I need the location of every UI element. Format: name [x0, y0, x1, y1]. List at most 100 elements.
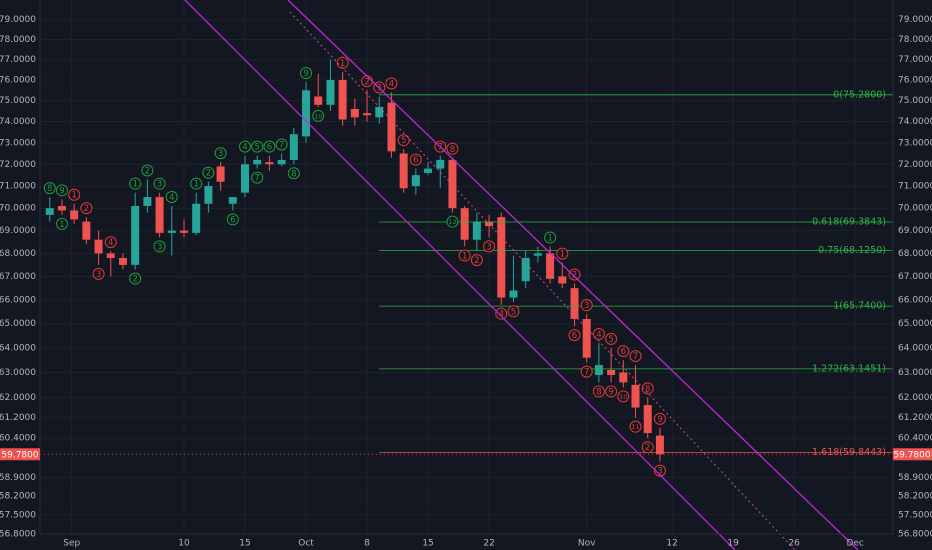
count-label: 4 [108, 238, 113, 248]
count-badge [153, 177, 166, 190]
candle-body [70, 210, 79, 220]
count-label: 3 [657, 467, 662, 477]
count-badge [336, 56, 349, 69]
candle-body [460, 208, 469, 240]
y-tick-label-right: 64.0000 [898, 343, 932, 353]
y-tick-label-right: 77.0000 [898, 55, 932, 65]
y-tick-label-right: 67.0000 [898, 272, 932, 282]
count-badge [165, 190, 178, 203]
count-badge [251, 140, 264, 153]
candle-body [411, 175, 420, 187]
candle-body [241, 164, 250, 193]
y-tick-label: 76.0000 [0, 75, 36, 85]
candle-body [558, 276, 567, 284]
count-badge [141, 164, 154, 177]
count-label: 1 [71, 191, 76, 201]
candle-body [509, 290, 518, 298]
candle-body [643, 404, 652, 434]
count-badge [446, 215, 459, 228]
candle-body [118, 257, 127, 265]
candle-body [277, 159, 286, 165]
y-tick-label-right: 58.2000 [898, 492, 932, 502]
count-badge [629, 420, 642, 433]
x-tick-label: Oct [298, 539, 314, 549]
candle-body [155, 197, 164, 233]
count-badge [495, 307, 508, 320]
count-badge [397, 134, 410, 147]
count-label: 7 [279, 140, 284, 150]
y-tick-label: 60.4000 [0, 434, 36, 444]
count-badge [190, 177, 203, 190]
count-badge [55, 184, 68, 197]
count-label: 1 [547, 234, 552, 244]
count-label: 5 [608, 335, 613, 345]
fib-label: 1(65.7400) [833, 301, 886, 312]
count-badge [617, 390, 630, 403]
count-badge [568, 329, 581, 342]
candle-body [399, 153, 408, 189]
candle-body [497, 217, 506, 298]
y-tick-label: 66.0000 [0, 295, 36, 305]
x-tick-label: 12 [666, 539, 677, 549]
candle-body [436, 159, 445, 169]
count-label: 2 [145, 167, 150, 177]
count-label: 4 [169, 193, 174, 203]
count-badge [470, 254, 483, 267]
count-badge [507, 305, 520, 318]
count-label: 2 [474, 256, 479, 266]
count-label: 3 [157, 242, 162, 252]
y-tick-label-right: 60.4000 [898, 434, 932, 444]
count-badge [653, 412, 666, 425]
count-label: 8 [47, 184, 52, 194]
y-tick-label: 68.0000 [0, 249, 36, 259]
y-tick-label-right: 72.0000 [898, 160, 932, 170]
count-badge [629, 350, 642, 363]
count-badge [544, 231, 557, 244]
count-badge [605, 385, 618, 398]
count-badge [458, 249, 471, 262]
y-tick-label-right: 57.5000 [898, 510, 932, 520]
x-tick-label: Sep [63, 539, 80, 549]
x-tick-label: Dec [846, 539, 863, 549]
count-badge [43, 182, 56, 195]
count-badge [580, 365, 593, 378]
count-label: 8 [596, 387, 601, 397]
candle-body [424, 168, 433, 173]
candle-body [350, 108, 359, 118]
y-tick-label: 78.0000 [0, 35, 36, 45]
y-tick-label-right: 74.0000 [898, 117, 932, 127]
count-label: 3 [584, 301, 589, 311]
count-badge [153, 240, 166, 253]
y-tick-label: 62.0000 [0, 393, 36, 403]
y-tick-label: 67.0000 [0, 272, 36, 282]
count-label: 4 [242, 143, 247, 153]
y-tick-label: 71.0000 [0, 182, 36, 192]
count-label: 5 [401, 136, 406, 146]
y-tick-label-right: 63.0000 [898, 368, 932, 378]
fib-label: 0.618(69.3843) [812, 216, 886, 227]
count-label: 5 [255, 143, 260, 153]
count-label: 2 [645, 443, 650, 453]
y-tick-label: 77.0000 [0, 55, 36, 65]
candle-body [45, 208, 54, 215]
y-tick-label: 79.0000 [0, 15, 36, 25]
channel-lower [184, 0, 736, 550]
count-badge [275, 138, 288, 151]
count-label: 10 [619, 393, 627, 401]
count-badge [287, 167, 300, 180]
candle-body [472, 221, 481, 240]
y-tick-label-right: 66.0000 [898, 295, 932, 305]
count-badge [592, 385, 605, 398]
count-label: 3 [486, 242, 491, 252]
count-badge [129, 177, 142, 190]
y-tick-label-right: 70.0000 [898, 204, 932, 214]
y-tick-label: 70.0000 [0, 204, 36, 214]
candle-body [448, 159, 457, 209]
count-label: 1 [560, 250, 565, 260]
count-badge [568, 268, 581, 281]
channel-upper [287, 0, 859, 550]
candle-body [582, 318, 591, 358]
y-tick-label-right: 75.0000 [898, 96, 932, 106]
